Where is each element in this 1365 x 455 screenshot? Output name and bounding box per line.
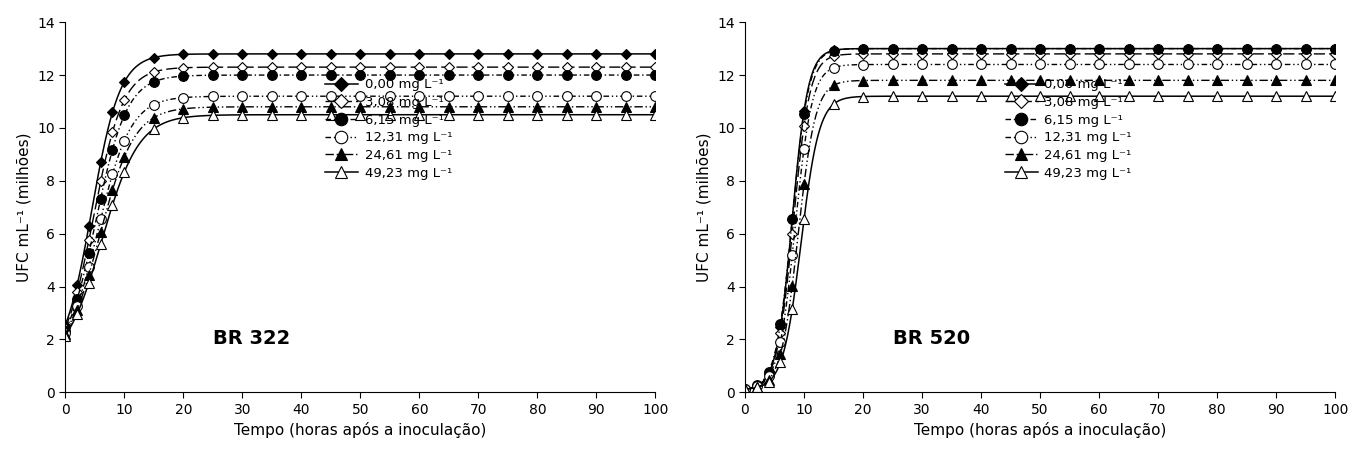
- Legend: 0,00 mg L⁻¹, 3,08 mg L⁻¹, 6,15 mg L⁻¹, 12,31 mg L⁻¹, 24,61 mg L⁻¹, 49,23 mg L⁻¹: 0,00 mg L⁻¹, 3,08 mg L⁻¹, 6,15 mg L⁻¹, 1…: [319, 73, 457, 185]
- X-axis label: Tempo (horas após a inoculação): Tempo (horas após a inoculação): [915, 422, 1166, 438]
- Text: BR 520: BR 520: [893, 329, 969, 348]
- Y-axis label: UFC mL⁻¹ (milhões): UFC mL⁻¹ (milhões): [696, 132, 711, 282]
- Y-axis label: UFC mL⁻¹ (milhões): UFC mL⁻¹ (milhões): [16, 132, 31, 282]
- Text: BR 322: BR 322: [213, 329, 289, 348]
- Legend: 0,00 mg L⁻¹, 3,08 mg L⁻¹, 6,15 mg L⁻¹, 12,31 mg L⁻¹, 24,61 mg L⁻¹, 49,23 mg L⁻¹: 0,00 mg L⁻¹, 3,08 mg L⁻¹, 6,15 mg L⁻¹, 1…: [999, 73, 1137, 185]
- X-axis label: Tempo (horas após a inoculação): Tempo (horas após a inoculação): [235, 422, 486, 438]
